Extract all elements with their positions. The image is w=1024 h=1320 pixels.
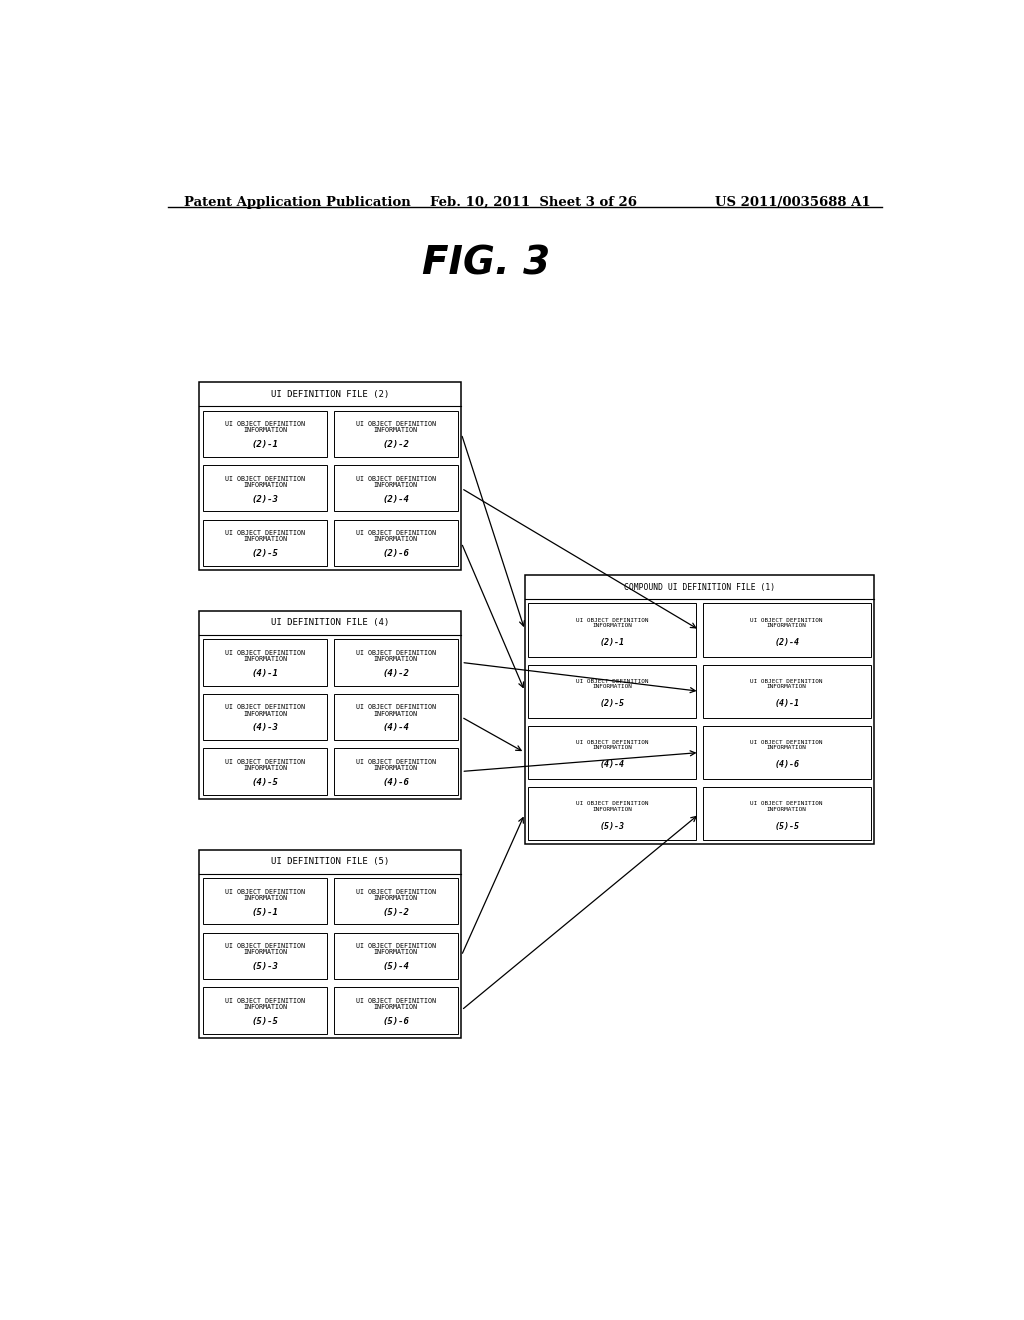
Text: UI OBJECT DEFINITION
INFORMATION: UI OBJECT DEFINITION INFORMATION — [225, 475, 305, 488]
Text: UI OBJECT DEFINITION
INFORMATION: UI OBJECT DEFINITION INFORMATION — [356, 531, 436, 543]
Bar — [334, 748, 458, 795]
Text: UI OBJECT DEFINITION
INFORMATION: UI OBJECT DEFINITION INFORMATION — [225, 531, 305, 543]
Bar — [203, 878, 328, 924]
Text: UI OBJECT DEFINITION
INFORMATION: UI OBJECT DEFINITION INFORMATION — [356, 998, 436, 1010]
Text: (4)-3: (4)-3 — [252, 723, 279, 733]
Bar — [702, 665, 870, 718]
Text: UI OBJECT DEFINITION
INFORMATION: UI OBJECT DEFINITION INFORMATION — [356, 649, 436, 663]
Bar — [528, 603, 696, 656]
Text: US 2011/0035688 A1: US 2011/0035688 A1 — [715, 195, 870, 209]
Text: FIG. 3: FIG. 3 — [422, 244, 550, 282]
Bar — [203, 411, 328, 457]
Bar — [200, 850, 462, 1038]
Bar — [200, 611, 462, 799]
Bar — [702, 603, 870, 656]
Bar — [334, 465, 458, 511]
Text: (2)-3: (2)-3 — [252, 495, 279, 504]
Text: UI OBJECT DEFINITION
INFORMATION: UI OBJECT DEFINITION INFORMATION — [575, 618, 648, 628]
Text: UI OBJECT DEFINITION
INFORMATION: UI OBJECT DEFINITION INFORMATION — [225, 759, 305, 771]
Text: (5)-5: (5)-5 — [774, 821, 799, 830]
Text: (5)-6: (5)-6 — [382, 1016, 410, 1026]
Text: UI DEFINITION FILE (2): UI DEFINITION FILE (2) — [271, 389, 389, 399]
Text: (5)-1: (5)-1 — [252, 908, 279, 916]
Bar — [203, 933, 328, 979]
Text: (2)-5: (2)-5 — [252, 549, 279, 558]
Bar — [528, 787, 696, 841]
Text: (5)-2: (5)-2 — [382, 908, 410, 916]
Text: UI OBJECT DEFINITION
INFORMATION: UI OBJECT DEFINITION INFORMATION — [356, 759, 436, 771]
Bar — [702, 787, 870, 841]
Bar — [334, 411, 458, 457]
Text: Feb. 10, 2011  Sheet 3 of 26: Feb. 10, 2011 Sheet 3 of 26 — [430, 195, 637, 209]
Text: UI OBJECT DEFINITION
INFORMATION: UI OBJECT DEFINITION INFORMATION — [225, 888, 305, 900]
Text: (4)-6: (4)-6 — [774, 760, 799, 770]
Bar — [334, 694, 458, 741]
Bar — [524, 576, 873, 845]
Text: (2)-2: (2)-2 — [382, 440, 410, 449]
Text: UI OBJECT DEFINITION
INFORMATION: UI OBJECT DEFINITION INFORMATION — [356, 942, 436, 956]
Bar — [203, 639, 328, 685]
Text: (4)-6: (4)-6 — [382, 777, 410, 787]
Bar — [334, 933, 458, 979]
Text: Patent Application Publication: Patent Application Publication — [183, 195, 411, 209]
Text: UI OBJECT DEFINITION
INFORMATION: UI OBJECT DEFINITION INFORMATION — [751, 678, 823, 689]
Text: UI OBJECT DEFINITION
INFORMATION: UI OBJECT DEFINITION INFORMATION — [751, 741, 823, 750]
Bar — [334, 878, 458, 924]
Text: UI OBJECT DEFINITION
INFORMATION: UI OBJECT DEFINITION INFORMATION — [225, 942, 305, 956]
Bar — [334, 520, 458, 566]
Text: UI OBJECT DEFINITION
INFORMATION: UI OBJECT DEFINITION INFORMATION — [575, 801, 648, 812]
Text: UI OBJECT DEFINITION
INFORMATION: UI OBJECT DEFINITION INFORMATION — [356, 888, 436, 900]
Bar — [203, 748, 328, 795]
Bar — [334, 639, 458, 685]
Bar — [334, 987, 458, 1034]
Text: UI OBJECT DEFINITION
INFORMATION: UI OBJECT DEFINITION INFORMATION — [356, 475, 436, 488]
Bar — [528, 726, 696, 779]
Text: UI OBJECT DEFINITION
INFORMATION: UI OBJECT DEFINITION INFORMATION — [356, 421, 436, 433]
Text: (4)-4: (4)-4 — [600, 760, 625, 770]
Bar — [203, 520, 328, 566]
Bar — [528, 665, 696, 718]
Text: UI DEFINITION FILE (5): UI DEFINITION FILE (5) — [271, 857, 389, 866]
Text: (4)-5: (4)-5 — [252, 777, 279, 787]
Text: UI OBJECT DEFINITION
INFORMATION: UI OBJECT DEFINITION INFORMATION — [356, 705, 436, 717]
Text: UI OBJECT DEFINITION
INFORMATION: UI OBJECT DEFINITION INFORMATION — [575, 678, 648, 689]
Text: (4)-2: (4)-2 — [382, 669, 410, 677]
Text: UI OBJECT DEFINITION
INFORMATION: UI OBJECT DEFINITION INFORMATION — [225, 421, 305, 433]
Text: UI OBJECT DEFINITION
INFORMATION: UI OBJECT DEFINITION INFORMATION — [575, 741, 648, 750]
Text: (2)-4: (2)-4 — [774, 638, 799, 647]
Text: (4)-1: (4)-1 — [252, 669, 279, 677]
Bar — [702, 726, 870, 779]
Text: UI OBJECT DEFINITION
INFORMATION: UI OBJECT DEFINITION INFORMATION — [225, 998, 305, 1010]
Text: UI OBJECT DEFINITION
INFORMATION: UI OBJECT DEFINITION INFORMATION — [751, 618, 823, 628]
Text: (4)-4: (4)-4 — [382, 723, 410, 733]
Text: UI OBJECT DEFINITION
INFORMATION: UI OBJECT DEFINITION INFORMATION — [225, 705, 305, 717]
Bar — [203, 694, 328, 741]
Text: (2)-6: (2)-6 — [382, 549, 410, 558]
Text: (5)-5: (5)-5 — [252, 1016, 279, 1026]
Bar — [203, 987, 328, 1034]
Text: (5)-3: (5)-3 — [252, 962, 279, 972]
Text: UI DEFINITION FILE (4): UI DEFINITION FILE (4) — [271, 619, 389, 627]
Bar — [200, 381, 462, 570]
Bar — [203, 465, 328, 511]
Text: COMPOUND UI DEFINITION FILE (1): COMPOUND UI DEFINITION FILE (1) — [624, 582, 775, 591]
Text: (2)-4: (2)-4 — [382, 495, 410, 504]
Text: (5)-4: (5)-4 — [382, 962, 410, 972]
Text: (2)-1: (2)-1 — [252, 440, 279, 449]
Text: (2)-5: (2)-5 — [600, 700, 625, 708]
Text: (4)-1: (4)-1 — [774, 700, 799, 708]
Text: UI OBJECT DEFINITION
INFORMATION: UI OBJECT DEFINITION INFORMATION — [225, 649, 305, 663]
Text: (2)-1: (2)-1 — [600, 638, 625, 647]
Text: (5)-3: (5)-3 — [600, 821, 625, 830]
Text: UI OBJECT DEFINITION
INFORMATION: UI OBJECT DEFINITION INFORMATION — [751, 801, 823, 812]
